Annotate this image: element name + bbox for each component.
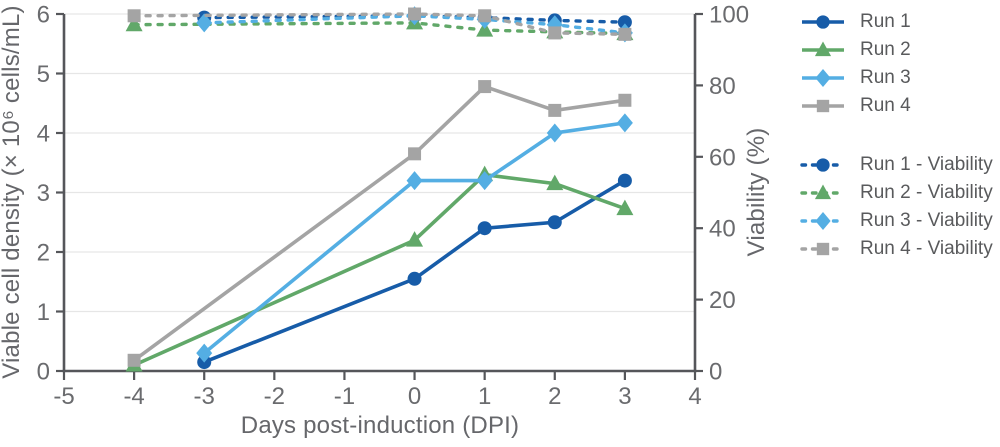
legend-swatch-run-3-viability (800, 211, 846, 231)
legend-item-run-1-viability: Run 1 - Viability (800, 151, 1000, 179)
legend-swatch-run-2-viability (800, 184, 846, 200)
legend-label: Run 4 (860, 95, 911, 116)
marker-run-1 (547, 215, 562, 230)
x-tick-label: 0 (408, 383, 421, 410)
legend-label: Run 2 (860, 39, 911, 60)
y-right-tick-label: 40 (709, 216, 736, 243)
marker-run-1-viability (617, 15, 632, 30)
marker-run-4-viability (548, 26, 562, 40)
marker-run-1 (477, 221, 492, 236)
legend-label: Run 1 - Viability (860, 154, 993, 175)
legend-item-run-2-viability: Run 2 - Viability (800, 179, 1000, 207)
x-tick-label: 2 (548, 383, 561, 410)
marker-run-2-viability (125, 15, 143, 32)
x-tick-label: 4 (688, 383, 701, 410)
marker-run-4 (548, 103, 562, 117)
legend-item-run-1: Run 1 (800, 8, 1000, 36)
y-right-tick-label: 100 (709, 2, 749, 29)
legend-swatch-run-3 (802, 68, 844, 88)
marker-run-3 (616, 113, 633, 133)
legend-marker-run-3-viability (815, 211, 831, 231)
legend-label: Run 3 - Viability (860, 210, 993, 231)
legend-marker-run-4-viability (816, 242, 830, 256)
marker-run-4-viability (408, 7, 422, 21)
marker-run-4 (618, 93, 632, 107)
y-axis-title-left: Viable cell density (× 10⁶ cells/mL) (0, 5, 25, 379)
y-axis-title-right: Viability (%) (743, 127, 770, 257)
y-right-tick-label: 0 (709, 359, 722, 386)
legend-swatch-run-1-viability (800, 158, 846, 172)
y-left-tick-label: 1 (37, 299, 50, 326)
series-run-4-viability (127, 7, 632, 41)
y-left-tick-label: 4 (37, 121, 50, 148)
legend-label: Run 4 - Viability (860, 238, 993, 259)
y-right-tick-label: 20 (709, 287, 736, 314)
legend-marker-run-4 (816, 99, 830, 113)
y-left-tick-label: 6 (37, 2, 50, 29)
x-tick-label: -1 (334, 383, 355, 410)
y-left-tick-label: 5 (37, 61, 50, 88)
legend-label: Run 1 (860, 11, 911, 32)
x-tick-label: -3 (194, 383, 215, 410)
series-line-run-2 (133, 172, 626, 367)
legend-marker-run-3 (815, 68, 831, 88)
x-tick-label: -4 (123, 383, 144, 410)
marker-run-4-viability (127, 9, 141, 23)
legend-swatch-run-4-viability (800, 242, 846, 256)
marker-run-3 (546, 123, 563, 143)
x-axis-title: Days post-induction (DPI) (240, 412, 520, 439)
legend-item-run-4: Run 4 (800, 92, 1000, 120)
series-run-4 (127, 80, 632, 367)
legend-item-run-2: Run 2 (800, 36, 1000, 64)
series-line-run-1 (203, 179, 626, 364)
marker-run-3 (476, 171, 493, 191)
legend-marker-run-2 (814, 41, 832, 57)
x-tick-label: 1 (478, 383, 491, 410)
legend-item-run-4-viability: Run 4 - Viability (800, 235, 1000, 263)
y-right-tick-label: 80 (709, 73, 736, 100)
marker-run-4 (127, 353, 141, 367)
x-tick-label: 3 (618, 383, 631, 410)
legend-label: Run 3 (860, 67, 911, 88)
marker-run-1 (617, 173, 632, 188)
marker-run-3 (406, 171, 423, 191)
marker-run-1 (407, 271, 422, 286)
legend-label: Run 2 - Viability (860, 182, 993, 203)
marker-run-2 (406, 231, 424, 247)
series-run-3 (196, 113, 633, 363)
y-left-tick-label: 0 (37, 359, 50, 386)
marker-run-4 (408, 147, 422, 161)
marker-run-2 (616, 199, 634, 216)
x-tick-label: -2 (264, 383, 285, 410)
series-run-2 (125, 165, 634, 372)
marker-run-4-viability (618, 27, 632, 41)
legend-group-gap (800, 120, 1000, 151)
legend-item-run-3: Run 3 (800, 64, 1000, 92)
legend-swatch-run-2 (802, 41, 844, 57)
y-right-tick-label: 60 (709, 144, 736, 171)
legend-marker-run-1-viability (816, 158, 830, 172)
y-left-tick-label: 3 (37, 180, 50, 207)
legend-item-run-3-viability: Run 3 - Viability (800, 207, 1000, 235)
marker-run-3-viability (196, 13, 213, 33)
legend: Run 1 Run 2 Run 3 Run 4 Run 1 - Viability Run… (800, 8, 1000, 263)
marker-run-3 (196, 343, 213, 363)
legend-swatch-run-4 (802, 99, 844, 113)
y-left-tick-label: 2 (37, 240, 50, 267)
marker-run-4 (478, 80, 492, 94)
series-run-1 (197, 173, 632, 370)
marker-run-2 (546, 174, 564, 191)
legend-marker-run-2-viability (814, 184, 832, 200)
legend-marker-run-1 (816, 15, 830, 29)
legend-swatch-run-1 (802, 15, 844, 29)
x-tick-label: -5 (53, 383, 74, 410)
marker-run-4-viability (478, 9, 492, 23)
